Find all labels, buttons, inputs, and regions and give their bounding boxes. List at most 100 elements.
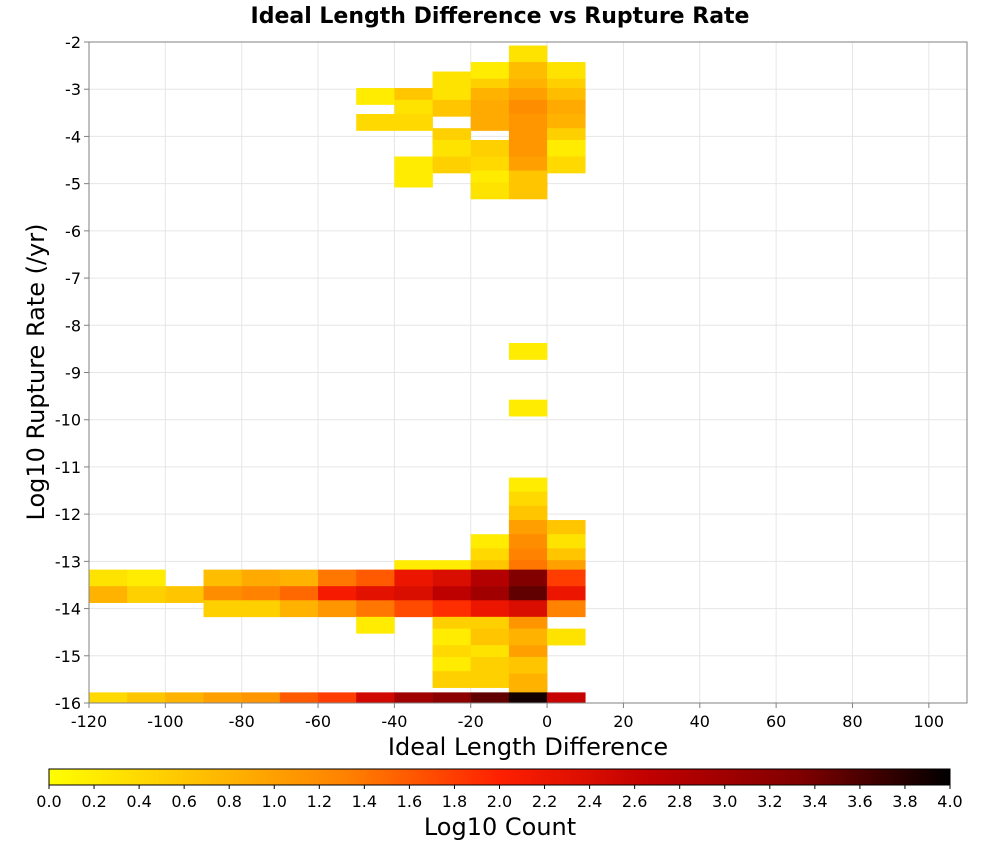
colorbar-tick-label: 1.8 (442, 792, 467, 811)
heatmap-cell (432, 139, 472, 157)
heatmap-cell (165, 586, 204, 603)
heatmap-cell (394, 586, 433, 603)
heatmap-cell (394, 569, 433, 587)
colorbar-tick-label: 3.6 (847, 792, 872, 811)
heatmap-cell (279, 586, 319, 603)
heatmap-cell (547, 62, 586, 79)
heatmap-cell (547, 534, 586, 552)
y-tick-label: -5 (65, 175, 81, 194)
heatmap-cell (432, 586, 472, 603)
y-tick-label: -9 (65, 364, 81, 383)
y-tick-label: -8 (65, 316, 81, 335)
heatmap-cell (432, 600, 472, 618)
heatmap-cell (356, 114, 395, 131)
heatmap-cell (279, 692, 319, 704)
x-axis-ticks: -120 -100 -80 -60 -40 -20 0 20 40 60 80 100 (71, 703, 944, 731)
heatmap-cell (547, 520, 586, 537)
heatmap-cell (89, 569, 128, 587)
heatmap-cell (470, 656, 510, 674)
heatmap-cell (547, 692, 586, 704)
heatmap-cell (432, 569, 472, 587)
x-tick-label: 0 (542, 712, 552, 731)
heatmap-cell (508, 692, 548, 704)
y-tick-label: -10 (55, 411, 81, 430)
heatmap-cell (127, 569, 166, 587)
heatmap-cell (470, 114, 510, 131)
heatmap-cell (356, 586, 395, 603)
heatmap-cell (508, 342, 548, 360)
y-tick-label: -11 (55, 458, 81, 477)
heatmap-cell (508, 477, 548, 495)
heatmap-cell (394, 114, 433, 131)
colorbar (48, 768, 951, 786)
heatmap-cell (470, 600, 510, 618)
heatmap-cell (318, 692, 357, 704)
heatmap-cell (356, 88, 395, 105)
colorbar-tick-label: 3.4 (802, 792, 827, 811)
y-tick-label: -3 (65, 80, 81, 99)
heatmap-cell (508, 156, 548, 174)
heatmap-cell (241, 692, 281, 704)
heatmap-cell (470, 534, 510, 552)
heatmap-cell (432, 71, 472, 89)
x-tick-label: 40 (690, 712, 710, 731)
heatmap-cell (470, 569, 510, 587)
y-tick-label: -13 (55, 552, 81, 571)
y-tick-label: -15 (55, 647, 81, 666)
x-tick-label: -80 (229, 712, 255, 731)
heatmap-cell (508, 99, 548, 117)
heatmap-cell (203, 692, 242, 704)
heatmap-cell (127, 586, 166, 603)
colorbar-tick-label: 2.4 (577, 792, 602, 811)
heatmap-cell (547, 586, 586, 603)
heatmap-cell (203, 586, 242, 603)
heatmap-cell (394, 170, 433, 188)
colorbar-tick-label: 1.0 (262, 792, 287, 811)
heatmap-cell (470, 586, 510, 603)
heatmap-cell (508, 505, 548, 523)
heatmap-cell (432, 692, 472, 704)
heatmap-cell (508, 600, 548, 618)
y-tick-label: -7 (65, 269, 81, 288)
heatmap-cell (508, 399, 548, 417)
heatmap-cell (547, 628, 586, 646)
heatmap-cell (470, 692, 510, 704)
heatmap-cell (508, 45, 548, 63)
x-tick-label: 60 (766, 712, 786, 731)
heatmap-cell (547, 114, 586, 131)
heatmap-cell (203, 600, 242, 618)
heatmap-cell (470, 671, 510, 688)
colorbar-tick-label: 1.6 (397, 792, 422, 811)
heatmap-cell (279, 569, 319, 587)
heatmap-cell (279, 600, 319, 618)
heatmap-cell (508, 491, 548, 509)
heatmap-cell (394, 156, 433, 174)
heatmap-cell (394, 692, 433, 704)
colorbar-title: Log10 Count (424, 813, 576, 841)
heatmap-cell (508, 139, 548, 157)
colorbar-tick-label: 2.0 (487, 792, 512, 811)
heatmap-cell (89, 586, 128, 603)
heatmap-cell (318, 569, 357, 587)
heatmap-cell (432, 671, 472, 688)
colorbar-tick-label: 3.0 (712, 792, 737, 811)
heatmap-cell (547, 569, 586, 587)
heatmap-cell (356, 569, 395, 587)
colorbar-tick-label: 0.4 (126, 792, 151, 811)
heatmap-cell (127, 692, 166, 704)
heatmap-cell (432, 656, 472, 674)
y-tick-label: -14 (55, 600, 81, 619)
x-axis-title: Ideal Length Difference (388, 733, 668, 761)
heatmap-cells (89, 45, 586, 704)
x-tick-label: 20 (613, 712, 633, 731)
colorbar-tick-label: 4.0 (937, 792, 962, 811)
y-tick-label: -12 (55, 505, 81, 524)
x-tick-label: -60 (305, 712, 331, 731)
heatmap-cell (470, 139, 510, 157)
heatmap-cell (508, 520, 548, 537)
heatmap-cell (508, 114, 548, 131)
heatmap-cell (394, 99, 433, 117)
heatmap-cell (547, 139, 586, 157)
heatmap-cell (241, 600, 281, 618)
colorbar-ticks: 0.0 0.2 0.4 0.6 0.8 1.0 1.2 1.4 1.6 1.8 2.0 2.2 2.4 2… (36, 785, 963, 811)
